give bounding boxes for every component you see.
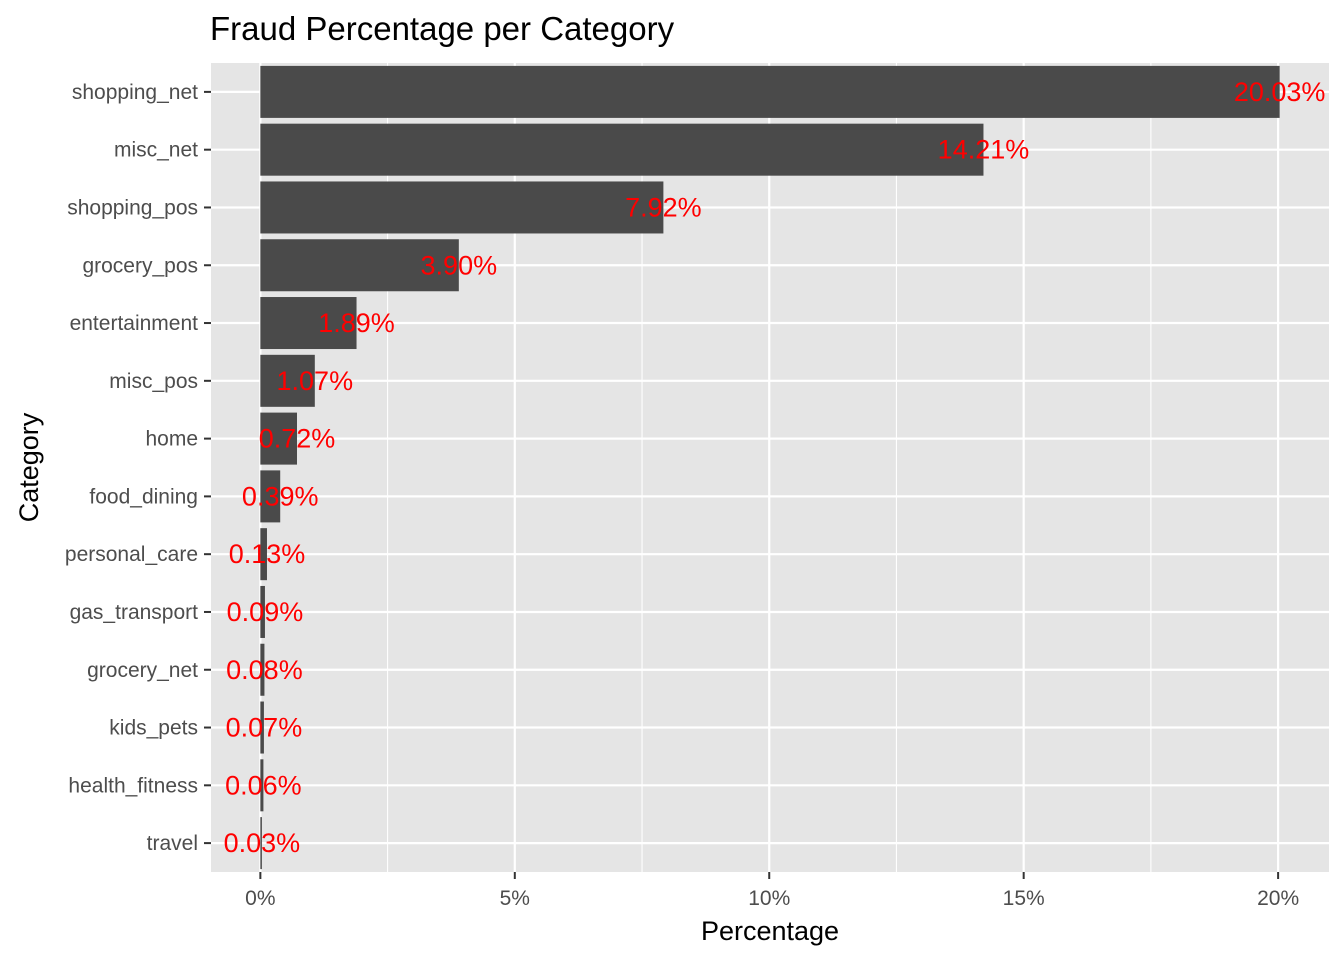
- data-label: 0.03%: [224, 828, 301, 858]
- data-labels: 20.03% 14.21% 7.92% 3.90% 1.89% 1.07% 0.72% 0.3…: [224, 77, 1326, 858]
- y-tick-label: food_dining: [89, 485, 198, 508]
- x-axis-title: Percentage: [701, 916, 839, 946]
- data-label: 0.13%: [229, 539, 306, 569]
- bar: [260, 759, 264, 812]
- bar: [260, 65, 1280, 118]
- x-tick-label: 0%: [245, 887, 275, 910]
- bar: [260, 701, 264, 754]
- bar: [260, 354, 315, 407]
- bar: [260, 528, 267, 581]
- data-label: 0.08%: [226, 655, 303, 685]
- bars: [260, 65, 1280, 870]
- y-tick-label: personal_care: [65, 543, 198, 566]
- bar: [260, 643, 265, 696]
- y-tick-label: grocery_pos: [82, 254, 198, 277]
- y-tick-label: travel: [147, 832, 198, 855]
- bar: [260, 181, 664, 234]
- y-tick-label: health_fitness: [68, 774, 198, 797]
- y-tick-label: misc_net: [114, 139, 198, 162]
- data-label: 0.09%: [227, 597, 304, 627]
- y-axis: shopping_net misc_net shopping_pos grocery_…: [65, 81, 211, 855]
- bar: [260, 239, 459, 292]
- data-label: 14.21%: [938, 135, 1030, 165]
- y-tick-label: shopping_pos: [67, 196, 198, 219]
- x-tick-label: 10%: [748, 887, 790, 910]
- data-label: 1.07%: [277, 366, 354, 396]
- chart-title: Fraud Percentage per Category: [210, 10, 675, 47]
- y-tick-label: kids_pets: [109, 717, 198, 740]
- bar: [260, 123, 984, 176]
- bar: [260, 412, 297, 465]
- y-tick-label: misc_pos: [109, 370, 198, 393]
- data-label: 0.06%: [225, 770, 302, 800]
- bar: [260, 470, 281, 523]
- x-tick-label: 5%: [500, 887, 530, 910]
- data-label: 3.90%: [421, 250, 498, 280]
- y-tick-label: home: [145, 428, 198, 451]
- bar: [260, 585, 265, 638]
- y-tick-label: gas_transport: [70, 601, 199, 624]
- x-tick-label: 20%: [1257, 887, 1299, 910]
- bar: [260, 817, 262, 870]
- data-label: 7.92%: [625, 192, 702, 222]
- y-tick-label: grocery_net: [87, 659, 198, 682]
- y-tick-label: shopping_net: [72, 81, 198, 104]
- y-tick-label: entertainment: [70, 312, 199, 335]
- data-label: 1.89%: [318, 308, 395, 338]
- x-axis: 0% 5% 10% 15% 20%: [245, 872, 1299, 910]
- bar: [260, 297, 357, 350]
- data-label: 20.03%: [1234, 77, 1326, 107]
- data-label: 0.39%: [242, 481, 319, 511]
- data-label: 0.07%: [226, 713, 303, 743]
- y-axis-title: Category: [14, 412, 44, 522]
- x-tick-label: 15%: [1003, 887, 1045, 910]
- data-label: 0.72%: [259, 424, 336, 454]
